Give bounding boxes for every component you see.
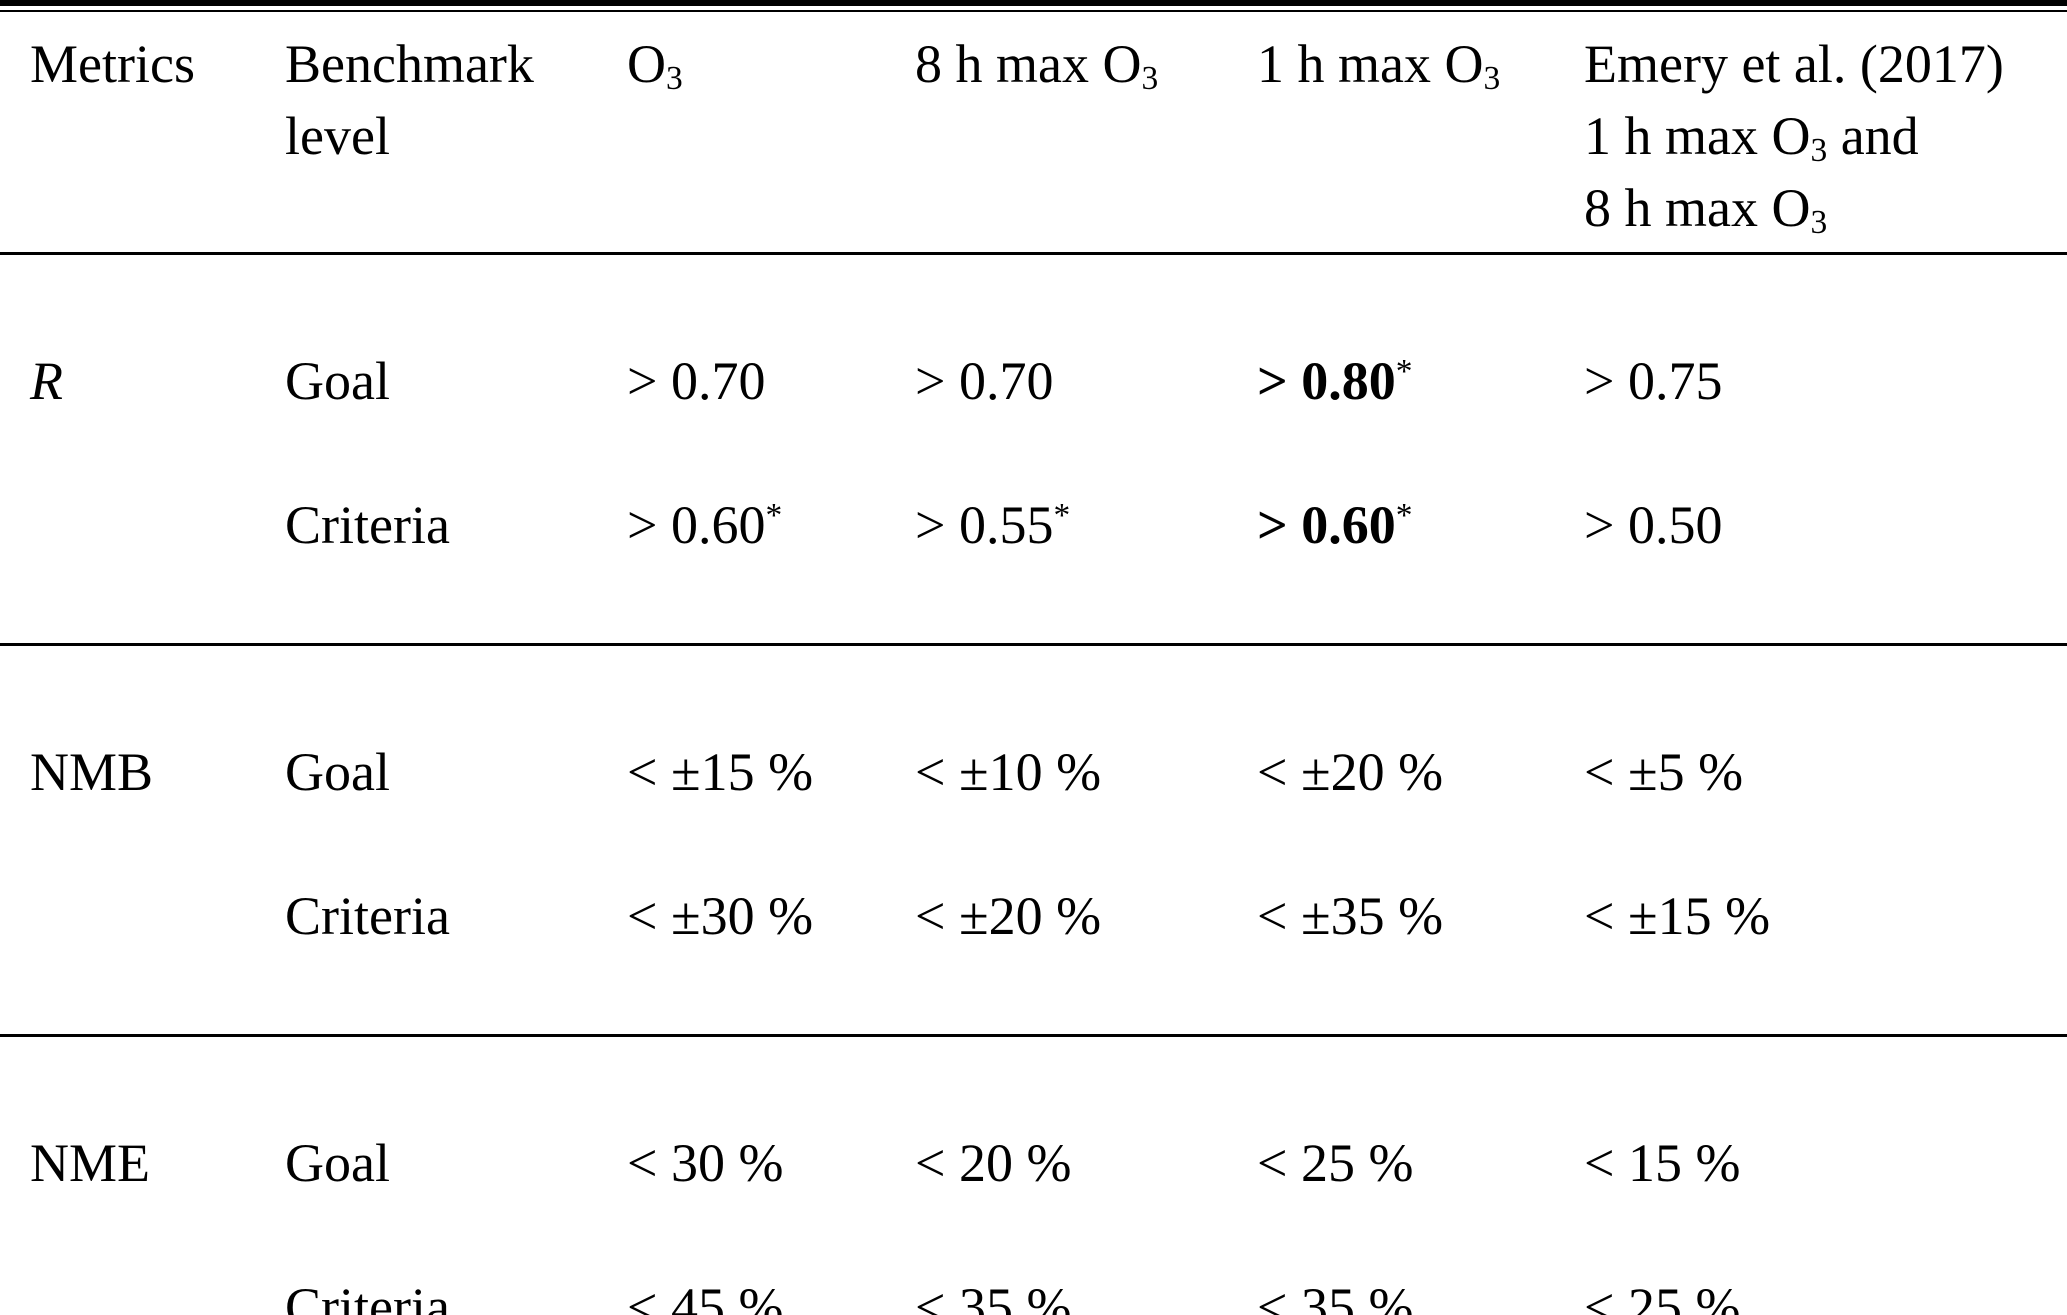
criteria-value: < 35 % [1257, 1277, 1414, 1315]
value-cell-8h-max-o3: < ±10 % < ±20 % [915, 664, 1257, 1024]
goal-value: < ±20 % [1257, 742, 1444, 802]
value-cell-emery: < 15 % < 25 % [1584, 1055, 2059, 1315]
header-metrics: Metrics [30, 34, 195, 94]
criteria-value: < ±35 % [1257, 886, 1444, 946]
goal-value: < 15 % [1584, 1133, 1741, 1193]
criteria-value: < ±15 % [1584, 886, 1771, 946]
goal-value: < ±5 % [1584, 742, 1744, 802]
metric-group-nme: NME Goal Criteria < 30 % < 45 % < 20 % <… [0, 1037, 2067, 1315]
value-cell-o3: < 30 % < 45 % [627, 1055, 915, 1315]
value-cell-1h-max-o3: < ±20 % < ±35 % [1257, 664, 1584, 1024]
group-separator-rule [0, 643, 2067, 646]
goal-label: Goal [285, 351, 390, 411]
criteria-value: < ±30 % [627, 886, 814, 946]
benchmark-level-labels: Goal Criteria [285, 273, 627, 633]
metric-group-nmb: NMB Goal Criteria < ±15 % < ±30 % < ±10 … [0, 646, 2067, 1034]
criteria-label: Criteria [285, 495, 450, 555]
group-separator-rule [0, 1034, 2067, 1037]
metric-name: NMB [30, 742, 154, 802]
benchmark-level-labels: Goal Criteria [285, 1055, 627, 1315]
value-cell-8h-max-o3: > 0.70 > 0.55* [915, 273, 1257, 633]
criteria-value: > 0.50 [1584, 495, 1723, 555]
metric-label: NMB [30, 664, 285, 880]
goal-value: > 0.80* [1257, 351, 1413, 411]
goal-value: < 30 % [627, 1133, 784, 1193]
value-cell-1h-max-o3: > 0.80* > 0.60* [1257, 273, 1584, 633]
metric-label: R [30, 273, 285, 489]
criteria-value: < ±20 % [915, 886, 1102, 946]
goal-value: > 0.70 [627, 351, 766, 411]
criteria-value: < 35 % [915, 1277, 1072, 1315]
top-rule-thick [0, 0, 2067, 6]
header-benchmark-level: Benchmark level [285, 34, 534, 166]
criteria-label: Criteria [285, 1277, 450, 1315]
goal-value: > 0.70 [915, 351, 1054, 411]
top-rule-thin [0, 10, 2067, 12]
metric-name: R [30, 351, 63, 411]
criteria-value: > 0.60* [627, 495, 783, 555]
criteria-label: Criteria [285, 886, 450, 946]
criteria-value: > 0.60* [1257, 495, 1413, 555]
goal-value: < 20 % [915, 1133, 1072, 1193]
benchmark-level-labels: Goal Criteria [285, 664, 627, 1024]
header-separator-rule [0, 252, 2067, 255]
goal-value: < ±15 % [627, 742, 814, 802]
header-8h-max-o3: 8 h max O3 [915, 34, 1159, 97]
table-header-row: Metrics Benchmark level O3 8 h max O3 1 … [0, 12, 2067, 252]
value-cell-emery: > 0.75 > 0.50 [1584, 273, 2059, 633]
goal-value: < 25 % [1257, 1133, 1414, 1193]
criteria-value: > 0.55* [915, 495, 1071, 555]
value-cell-o3: > 0.70 > 0.60* [627, 273, 915, 633]
criteria-value: < 45 % [627, 1277, 784, 1315]
criteria-value: < 25 % [1584, 1277, 1741, 1315]
header-o3: O3 [627, 34, 683, 97]
goal-value: < ±10 % [915, 742, 1102, 802]
goal-label: Goal [285, 1133, 390, 1193]
goal-label: Goal [285, 742, 390, 802]
header-emery-2017: Emery et al. (2017) 1 h max O3 and 8 h m… [1584, 34, 2004, 241]
metric-name: NME [30, 1133, 150, 1193]
metric-label: NME [30, 1055, 285, 1271]
goal-value: > 0.75 [1584, 351, 1723, 411]
value-cell-o3: < ±15 % < ±30 % [627, 664, 915, 1024]
header-1h-max-o3: 1 h max O3 [1257, 34, 1501, 97]
value-cell-emery: < ±5 % < ±15 % [1584, 664, 2059, 1024]
metric-group-r: R Goal Criteria > 0.70 > 0.60* > 0.70 > … [0, 255, 2067, 643]
value-cell-1h-max-o3: < 25 % < 35 % [1257, 1055, 1584, 1315]
value-cell-8h-max-o3: < 20 % < 35 % [915, 1055, 1257, 1315]
